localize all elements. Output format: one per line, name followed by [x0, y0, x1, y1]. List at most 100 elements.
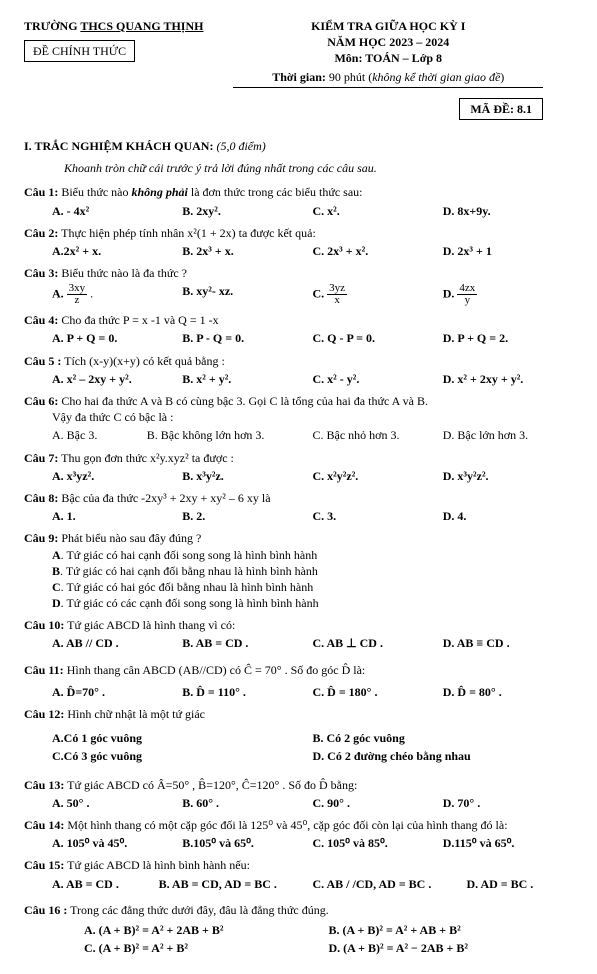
header: TRƯỜNG THCS QUANG THỊNH ĐỀ CHÍNH THỨC KI…	[24, 18, 573, 94]
q13-b: B. 60° .	[182, 796, 219, 810]
q8-c: C. 3.	[313, 509, 337, 523]
q9-c: C. Tứ giác có hai góc đối bằng nhau là h…	[52, 579, 573, 595]
section1-points: (5,0 điểm)	[213, 139, 265, 153]
q6-label: Câu 6:	[24, 394, 58, 408]
q14-c: C. 105⁰ và 85⁰.	[313, 836, 388, 850]
q11-opts: A. D̂=70° . B. D̂ = 110° . C. D̂ = 180° …	[52, 684, 573, 700]
q9-a-text: Tứ giác có hai cạnh đối song song là hìn…	[66, 548, 317, 562]
q5-b: B. x² + y².	[182, 372, 231, 386]
official-box: ĐỀ CHÍNH THỨC	[24, 40, 135, 62]
q4: Câu 4: Cho đa thức P = x -1 và Q = 1 -x …	[24, 312, 573, 346]
q2-b: B. 2x³ + x.	[182, 244, 233, 258]
q10-b: B. AB = CD .	[182, 636, 248, 650]
q15-opts: A. AB = CD . B. AB = CD, AD = BC . C. AB…	[52, 876, 573, 892]
q14-a: A. 105⁰ và 45⁰.	[52, 836, 127, 850]
time-line: Thời gian: 90 phút (không kể thời gian g…	[203, 69, 573, 85]
q12-c: C.Có 3 góc vuông	[52, 749, 142, 763]
q13-c: C. 90° .	[313, 796, 350, 810]
q5-d: D. x² + 2xy + y².	[443, 372, 524, 386]
q7: Câu 7: Thu gọn đơn thức x²y.xyz² ta được…	[24, 450, 573, 484]
q7-text: Thu gọn đơn thức x²y.xyz² ta được :	[58, 451, 234, 465]
header-right: KIỂM TRA GIỮA HỌC KỲ I NĂM HỌC 2023 – 20…	[203, 18, 573, 94]
section1-heading: I. TRẮC NGHIỆM KHÁCH QUAN:	[24, 139, 213, 153]
q4-label: Câu 4:	[24, 313, 58, 327]
q13-label: Câu 13:	[24, 778, 64, 792]
exam-subject: Môn: TOÁN – Lớp 8	[203, 50, 573, 66]
q7-b: B. x³y²z.	[182, 469, 224, 483]
q15-d: D. AD = BC .	[466, 877, 533, 891]
q12-text: Hình chữ nhật là một tứ giác	[64, 707, 205, 721]
q2-text: Thực hiện phép tính nhân x²(1 + 2x) ta đ…	[58, 226, 315, 240]
q1-bi: không phải	[132, 185, 188, 199]
q12-b: B. Có 2 góc vuông	[313, 731, 405, 745]
q16-text: Trong các đẳng thức dưới đây, đâu là đẳn…	[67, 903, 328, 917]
q6-b: B. Bậc không lớn hơn 3.	[147, 428, 265, 442]
school-line: TRƯỜNG THCS QUANG THỊNH	[24, 18, 203, 34]
header-left: TRƯỜNG THCS QUANG THỊNH ĐỀ CHÍNH THỨC	[24, 18, 203, 94]
q9-b: B. Tứ giác có hai cạnh đối bằng nhau là …	[52, 563, 573, 579]
q6-text2: Vậy đa thức C có bậc là :	[52, 409, 573, 425]
q6-c: C. Bậc nhỏ hơn 3.	[313, 428, 400, 442]
q9-b-text: Tứ giác có hai cạnh đối bằng nhau là hìn…	[66, 564, 318, 578]
q1-label: Câu 1:	[24, 185, 58, 199]
q8-text: Bậc của đa thức -2xy³ + 2xy + xy² – 6 xy…	[58, 491, 270, 505]
q8-label: Câu 8:	[24, 491, 58, 505]
q13: Câu 13: Tứ giác ABCD có Â=50° , B̂=120°,…	[24, 777, 573, 811]
q1-text2: là đơn thức trong các biểu thức sau:	[188, 185, 363, 199]
school-prefix: TRƯỜNG	[24, 19, 80, 33]
q10: Câu 10: Tứ giác ABCD là hình thang vì có…	[24, 617, 573, 651]
q16-d: D. (A + B)² = A² − 2AB + B²	[329, 941, 469, 955]
q8-a: A. 1.	[52, 509, 76, 523]
q8-d: D. 4.	[443, 509, 467, 523]
q4-c: C. Q - P = 0.	[313, 331, 376, 345]
q2-opts: A.2x² + x. B. 2x³ + x. C. 2x³ + x². D. 2…	[52, 243, 573, 259]
q8-opts: A. 1. B. 2. C. 3. D. 4.	[52, 508, 573, 524]
q14-d: D.115⁰ và 65⁰.	[443, 836, 515, 850]
q6: Câu 6: Cho hai đa thức A và B có cùng bậ…	[24, 393, 573, 444]
q13-opts: A. 50° . B. 60° . C. 90° . D. 70° .	[52, 795, 573, 811]
q3-c-pre: C.	[313, 287, 328, 301]
q1-text: Biểu thức nào	[58, 185, 131, 199]
q5-text: Tích (x-y)(x+y) có kết quả bằng :	[61, 354, 225, 368]
q5-c: C. x² - y².	[313, 372, 360, 386]
q3-a-post: .	[87, 287, 93, 301]
q3-opts: A. 3xyz . B. xy²- xz. C. 3yzx D. 4zxy	[52, 283, 573, 306]
q11-d: D. D̂ = 80° .	[443, 685, 502, 699]
q2-label: Câu 2:	[24, 226, 58, 240]
q9-d: D. Tứ giác có các cạnh đối song song là …	[52, 595, 573, 611]
q9-a: A. Tứ giác có hai cạnh đối song song là …	[52, 547, 573, 563]
q4-b: B. P - Q = 0.	[182, 331, 244, 345]
q3-d-den: y	[457, 295, 477, 306]
divider	[233, 87, 543, 88]
q12: Câu 12: Hình chữ nhật là một tứ giác A.C…	[24, 706, 573, 765]
q15-text: Tứ giác ABCD là hình bình hành nếu:	[64, 858, 250, 872]
q16-opts: A. (A + B)² = A² + 2AB + B² B. (A + B)² …	[84, 920, 573, 956]
q3-d-frac: 4zxy	[457, 283, 477, 306]
q9-d-text: Tứ giác có các cạnh đối song song là hìn…	[66, 596, 318, 610]
q3-d-pre: D.	[443, 287, 458, 301]
q3-c-frac: 3yzx	[327, 283, 347, 306]
q6-a: A. Bậc 3.	[52, 428, 97, 442]
q15: Câu 15: Tứ giác ABCD là hình bình hành n…	[24, 857, 573, 891]
made-box: MÃ ĐỀ: 8.1	[459, 98, 543, 120]
q7-label: Câu 7:	[24, 451, 58, 465]
time-close: )	[500, 70, 504, 84]
section1-instr: Khoanh tròn chữ cái trước ý trả lời đúng…	[64, 160, 573, 176]
q7-a: A. x³yz².	[52, 469, 94, 483]
q11-c: C. D̂ = 180° .	[313, 685, 378, 699]
q10-d: D. AB ≡ CD .	[443, 636, 510, 650]
q3: Câu 3: Biểu thức nào là đa thức ? A. 3xy…	[24, 265, 573, 306]
q11-text: Hình thang cân ABCD (AB//CD) có Ĉ = 70° …	[64, 663, 366, 677]
q5: Câu 5 : Tích (x-y)(x+y) có kết quả bằng …	[24, 353, 573, 387]
q1-b: B. 2xy².	[182, 204, 221, 218]
q3-a-frac: 3xyz	[67, 283, 88, 306]
q5-opts: A. x² – 2xy + y². B. x² + y². C. x² - y²…	[52, 371, 573, 387]
q14-label: Câu 14:	[24, 818, 64, 832]
q4-a: A. P + Q = 0.	[52, 331, 117, 345]
q9: Câu 9: Phát biểu nào sau đây đúng ? A. T…	[24, 530, 573, 611]
q16-label: Câu 16 :	[24, 903, 67, 917]
q10-text: Tứ giác ABCD là hình thang vì có:	[64, 618, 235, 632]
q4-text: Cho đa thức P = x -1 và Q = 1 -x	[58, 313, 218, 327]
q2-c: C. 2x³ + x².	[313, 244, 369, 258]
exam-title: KIỂM TRA GIỮA HỌC KỲ I	[203, 18, 573, 34]
